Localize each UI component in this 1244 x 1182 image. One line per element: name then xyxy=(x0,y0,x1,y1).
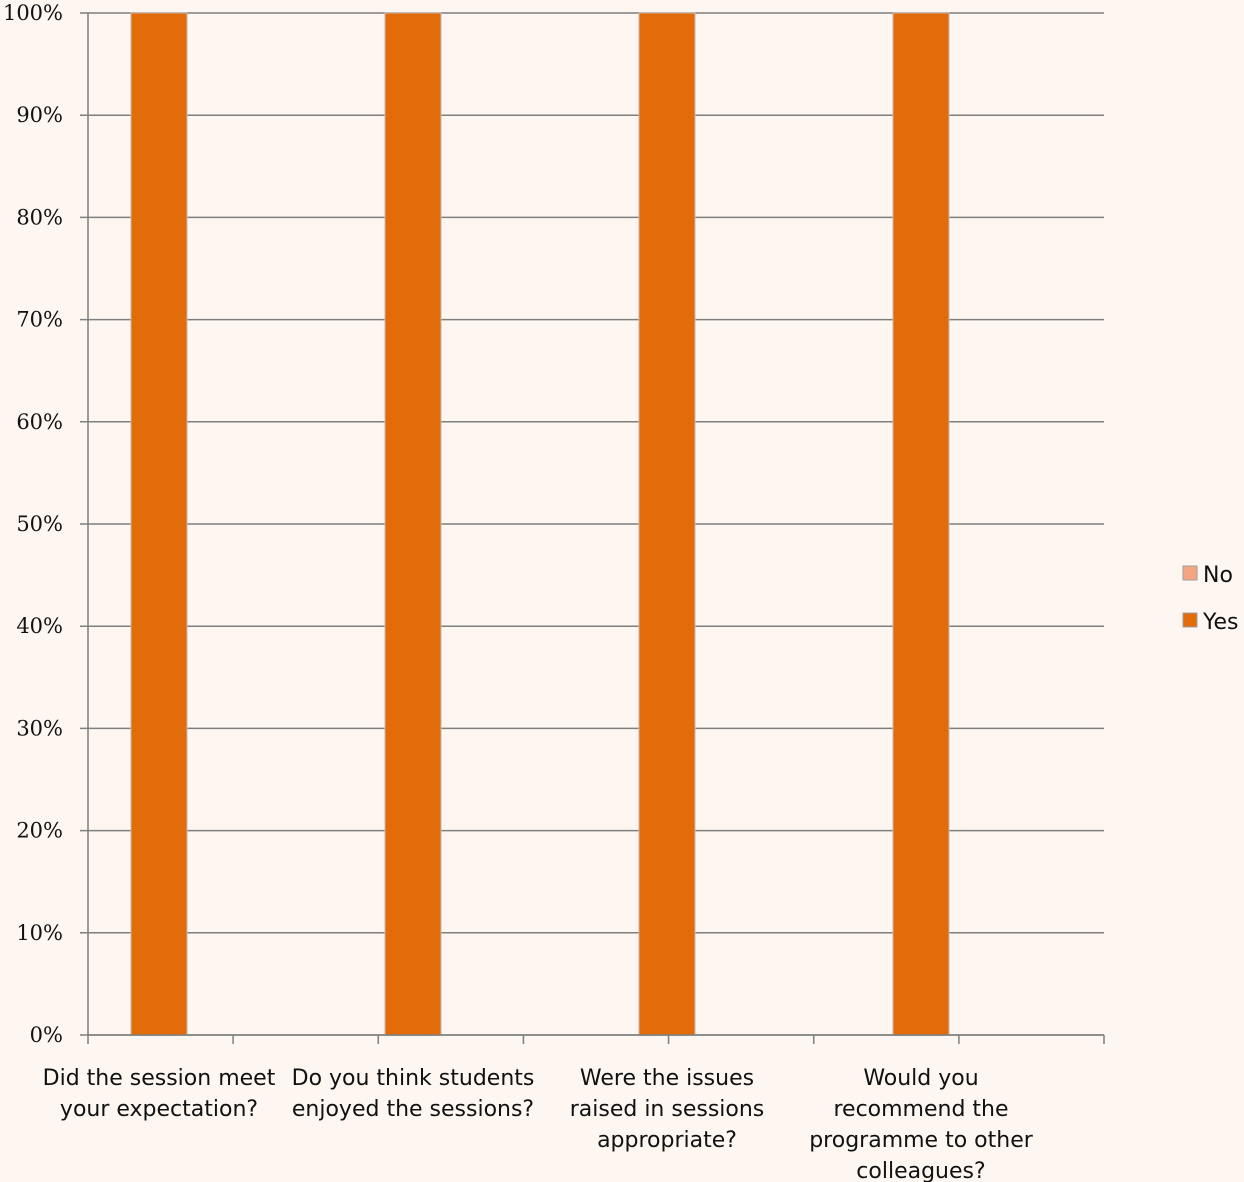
y-axis-tick-labels: 0% 10% 20% 30% 40% 50% 60% 70% 80% 90% 100% xyxy=(3,1,63,1047)
bar-yes xyxy=(638,12,696,1036)
bar-yes xyxy=(892,12,950,1036)
gridlines xyxy=(80,12,1104,1036)
x-category-label: Were the issues raised in sessions appropr… xyxy=(570,1066,765,1153)
y-tick-label: 50% xyxy=(16,512,63,536)
y-tick-label: 60% xyxy=(16,410,63,434)
x-axis-category-labels: Did the session meet your expectation? Do … xyxy=(43,1066,1034,1182)
legend-swatch-no xyxy=(1182,565,1198,581)
y-tick-label: 40% xyxy=(16,614,63,638)
legend: No Yes xyxy=(1182,563,1239,635)
x-category-label: Did the session meet your expectation? xyxy=(43,1066,276,1122)
y-tick-label: 30% xyxy=(16,716,63,740)
y-tick-label: 20% xyxy=(16,819,63,843)
x-category-label: Would you recommend the programme to other… xyxy=(809,1066,1034,1182)
bar-yes xyxy=(130,12,188,1036)
y-tick-label: 100% xyxy=(3,1,63,25)
y-tick-label: 70% xyxy=(16,308,63,332)
legend-label-no: No xyxy=(1203,563,1233,588)
y-tick-label: 10% xyxy=(16,921,63,945)
legend-label-yes: Yes xyxy=(1202,610,1239,635)
x-category-label: Do you think students enjoyed the session… xyxy=(292,1066,535,1122)
y-tick-label: 90% xyxy=(16,103,63,127)
bar-yes xyxy=(384,12,442,1036)
legend-swatch-yes xyxy=(1182,612,1198,628)
y-tick-label: 80% xyxy=(16,205,63,229)
axes xyxy=(87,13,1105,1044)
bars xyxy=(130,12,950,1036)
y-tick-label: 0% xyxy=(30,1023,63,1047)
